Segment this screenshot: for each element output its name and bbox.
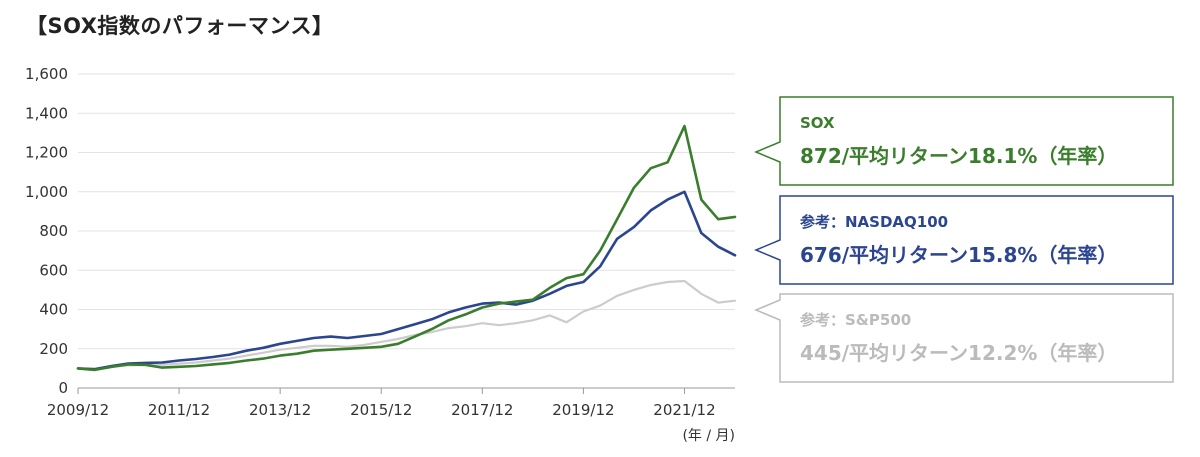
y-tick-label: 200: [39, 340, 68, 358]
x-tick-label: 2013/12: [249, 401, 311, 419]
series-line-nasdaq100: [76, 190, 737, 371]
x-tick-label: 2019/12: [552, 401, 614, 419]
y-tick-label: 0: [58, 379, 68, 397]
y-tick-label: 1,200: [25, 144, 68, 162]
y-tick-label: 1,400: [25, 104, 68, 122]
series-line-sp500: [76, 279, 737, 370]
x-tick-label: 2021/12: [653, 401, 715, 419]
callout-nasdaq-box: [754, 195, 1174, 285]
y-tick-label: 600: [39, 261, 68, 279]
callout-sp500: 参考：S&P500 445/平均リターン12.2%（年率）: [754, 293, 1174, 383]
callout-nasdaq: 参考：NASDAQ100 676/平均リターン15.8%（年率）: [754, 195, 1174, 285]
y-tick-label: 1,600: [25, 65, 68, 83]
y-tick-labels: 0 200 400 600 800 1,000 1,200 1,400 1,600: [25, 65, 68, 397]
x-tick-labels: 2009/12 2011/12 2013/12 2015/12 2017/12 2019/…: [47, 401, 716, 419]
x-tick-label: 2009/12: [47, 401, 109, 419]
callout-sp500-ref: 参考：S&P500: [800, 311, 911, 329]
y-tick-label: 400: [39, 301, 68, 319]
series-line-sox: [76, 124, 737, 372]
series-lines: [76, 124, 737, 372]
callout-nasdaq-main: 676/平均リターン15.8%（年率）: [800, 243, 1117, 267]
callout-sox-main: 872/平均リターン18.1%（年率）: [800, 144, 1117, 168]
callout-nasdaq-ref: 参考：NASDAQ100: [800, 213, 948, 231]
callout-sox: SOX 872/平均リターン18.1%（年率）: [754, 96, 1174, 186]
x-tick-label: 2015/12: [350, 401, 412, 419]
x-tick-label: 2017/12: [451, 401, 513, 419]
callout-sp500-main: 445/平均リターン12.2%（年率）: [800, 341, 1117, 365]
callout-sox-ref: SOX: [800, 114, 835, 132]
page-title: 【SOX指数のパフォーマンス】: [26, 14, 334, 38]
axes: [77, 387, 735, 394]
x-unit-label: (年 / 月): [682, 428, 735, 444]
grid-lines: [78, 73, 735, 350]
callout-sp500-box: [754, 293, 1174, 383]
y-tick-label: 1,000: [25, 183, 68, 201]
callout-sox-box: [754, 96, 1174, 186]
x-tick-label: 2011/12: [148, 401, 210, 419]
y-tick-label: 800: [39, 222, 68, 240]
